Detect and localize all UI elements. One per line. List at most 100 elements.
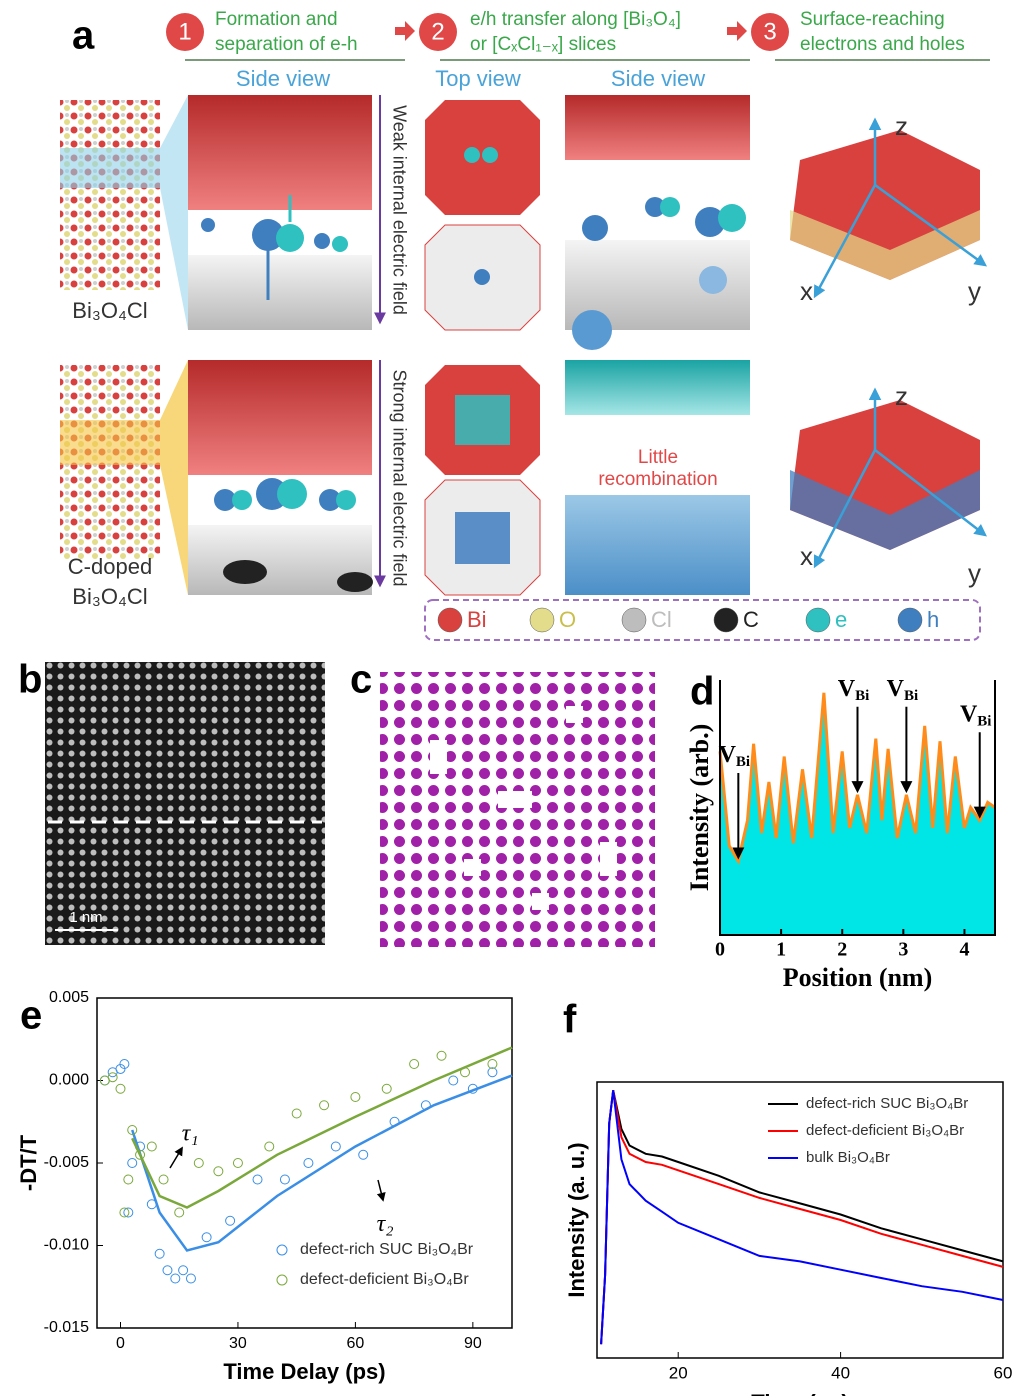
y-tick-label: 0.005 [49,989,89,1006]
y-tick-label: -0.015 [44,1319,89,1336]
material-label: Bi₃O₄Cl [72,298,147,323]
data-point [331,1142,340,1151]
atom-label: O [559,607,576,632]
data-point [265,1142,274,1151]
annotation: VBi [838,675,870,704]
data-point [304,1159,313,1168]
data-point [159,1175,168,1184]
legend-marker [277,1245,287,1255]
step-number: 1 [178,18,191,45]
field-label: Weak internal electric field [389,105,409,315]
data-point [163,1266,172,1275]
atom-swatch [714,608,738,632]
atom-swatch [530,608,554,632]
y-axis-label: Intensity (arb.) [685,724,714,892]
data-point [410,1060,419,1069]
annotation-arrow [170,1148,182,1168]
x-tick-label: 40 [831,1363,850,1382]
annotation: VBi [887,675,919,704]
y-axis-label: -DT/T [16,1134,41,1191]
view-label: Top view [435,66,521,91]
data-point [171,1274,180,1283]
x-axis-label: Time Delay (ps) [223,1359,385,1384]
field-label: Strong internal electric field [389,369,409,586]
step-title: e/h transfer along [Bi₃O₄] [470,9,681,30]
data-point [202,1233,211,1242]
axis-letter: z [895,111,908,141]
y-tick-label: -0.005 [44,1154,89,1171]
x-tick-label: 30 [229,1335,247,1352]
figure: abcdef1Formation andseparation of e-h2e/… [0,0,1016,1396]
annotation: τ₂ [377,1211,394,1237]
x-tick-label: 3 [898,939,908,961]
annotation: VBi [960,701,992,730]
data-point [194,1159,203,1168]
panel-label: d [690,670,714,714]
legend-label: bulk Bi₃O₄Br [806,1149,890,1166]
x-tick-label: 0 [116,1335,125,1352]
atom-swatch [622,608,646,632]
atom-label: e [835,607,847,632]
annotation-main: V [838,675,856,701]
annotation-main: V [719,742,737,768]
y-axis-label: Intensity (a. u.) [564,1142,589,1297]
data-point [488,1060,497,1069]
stem-image [45,662,325,945]
atom-lattice [380,672,655,947]
data-point [320,1101,329,1110]
axis-letter: y [968,558,981,588]
data-point [233,1159,242,1168]
atom-label: C [743,607,759,632]
legend-label: defect-rich SUC Bi₃O₄Br [806,1095,968,1112]
x-tick-label: 20 [669,1363,688,1382]
x-tick-label: 4 [959,939,969,961]
data-point [226,1216,235,1225]
panel-label: c [350,658,372,702]
data-point [147,1142,156,1151]
atom-label: h [927,607,939,632]
data-point [120,1208,129,1217]
atom-label: Bi [467,607,487,632]
step-number: 3 [763,18,776,45]
data-point [155,1249,164,1258]
y-tick-label: -0.010 [44,1237,89,1254]
legend-label: defect-deficient Bi₃O₄Br [300,1271,469,1288]
data-point [175,1208,184,1217]
annotation-arrow [378,1180,383,1200]
data-point [124,1208,133,1217]
x-tick-label: 2 [837,939,847,961]
data-point [382,1084,391,1093]
data-point [128,1159,137,1168]
annotation-sub: Bi [855,688,869,704]
view-label: Side view [611,66,705,91]
x-tick-label: 0 [715,939,725,961]
axis-letter: x [800,276,813,306]
x-tick-label: 90 [464,1335,482,1352]
recombination-label: recombination [598,469,717,490]
panel-a-graphics [60,21,990,640]
annotation-sub: Bi [977,714,991,730]
step-title: Surface-reaching [800,9,945,30]
annotation-main: V [960,701,978,727]
annotation-main: V [887,675,905,701]
data-point [253,1175,262,1184]
step-title: Formation and [215,9,338,30]
y-tick-label: 0.000 [49,1072,89,1089]
data-point [488,1068,497,1077]
legend-label: defect-rich SUC Bi₃O₄Br [300,1241,474,1258]
x-tick-label: 1 [776,939,786,961]
legend-marker [277,1275,287,1285]
x-tick-label: 60 [346,1335,364,1352]
axis-letter: x [800,541,813,571]
atom-swatch [438,608,462,632]
data-point [116,1084,125,1093]
annotation-sub: Bi [904,688,918,704]
x-tick-label: 60 [994,1363,1013,1382]
x-axis-label: Position (nm) [783,963,933,992]
data-point [280,1175,289,1184]
view-label: Side view [236,66,330,91]
material-label: Bi₃O₄Cl [72,584,147,609]
annotation: τ₁ [182,1120,199,1146]
scale-bar-label: 1 nm [69,909,102,926]
annotation: VBi [719,742,751,771]
